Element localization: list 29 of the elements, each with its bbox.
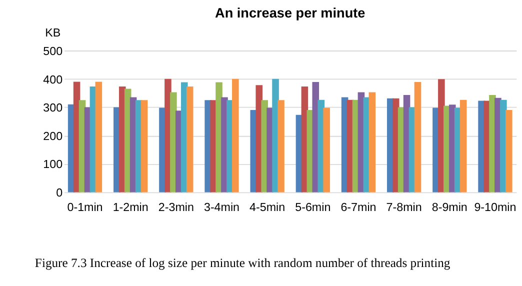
y-tick-label: 200	[43, 130, 64, 143]
y-tick-label: 100	[43, 158, 64, 172]
x-tick-label: 8-9min	[432, 201, 468, 214]
x-tick-label: 2-3min	[158, 201, 194, 214]
bar	[323, 108, 330, 192]
bar	[368, 92, 376, 192]
y-tick-label: 0	[56, 186, 64, 200]
x-tick-label: 3-4min	[204, 201, 240, 214]
x-tick-label: 1-2min	[112, 201, 148, 214]
bar	[505, 110, 512, 192]
bar	[460, 100, 467, 192]
y-tick-label: 500	[43, 44, 64, 58]
bar	[414, 82, 422, 192]
y-tick-label: 400	[43, 73, 64, 86]
y-tick-label: 300	[43, 102, 64, 115]
x-tick-label: 7-8min	[386, 201, 422, 214]
chart-title: An increase per minute	[215, 6, 366, 21]
x-tick-label: 4-5min	[250, 201, 286, 214]
bar	[278, 100, 284, 192]
bar	[95, 82, 102, 192]
caption: Figure 7.3 Increase of log size per minute with random number of threads printing	[34, 256, 451, 270]
bar	[232, 78, 239, 192]
x-tick-label: 9-10min	[474, 201, 516, 214]
y-axis-title: KB	[45, 26, 61, 40]
x-tick-label: 0-1min	[67, 201, 103, 214]
x-tick-label: 6-7min	[340, 201, 376, 214]
bar	[186, 86, 194, 192]
x-tick-label: 5-6min	[295, 201, 331, 214]
bar	[140, 100, 148, 192]
